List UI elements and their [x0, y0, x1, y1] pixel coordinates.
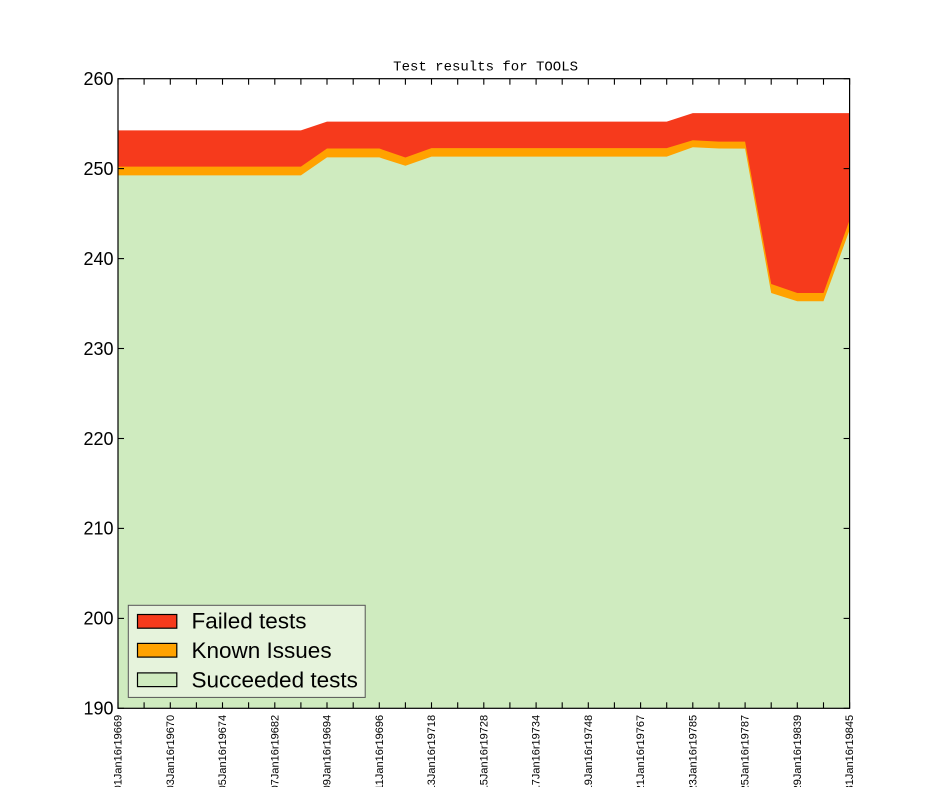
svg-text:21Jan16r19767: 21Jan16r19767	[635, 715, 647, 787]
svg-text:19Jan16r19748: 19Jan16r19748	[583, 715, 595, 787]
svg-text:240: 240	[83, 249, 113, 269]
svg-text:230: 230	[83, 339, 113, 359]
svg-text:190: 190	[83, 699, 113, 719]
svg-text:29Jan16r19839: 29Jan16r19839	[792, 715, 804, 787]
svg-text:13Jan16r19718: 13Jan16r19718	[426, 715, 438, 787]
svg-text:15Jan16r19728: 15Jan16r19728	[478, 715, 490, 787]
svg-text:25Jan16r19787: 25Jan16r19787	[740, 715, 752, 787]
svg-text:200: 200	[83, 609, 113, 629]
svg-text:09Jan16r19694: 09Jan16r19694	[322, 715, 334, 787]
svg-text:Failed tests: Failed tests	[192, 609, 307, 634]
svg-text:05Jan16r19674: 05Jan16r19674	[217, 715, 229, 787]
svg-text:Test results for TOOLS: Test results for TOOLS	[393, 60, 578, 76]
svg-text:23Jan16r19785: 23Jan16r19785	[687, 715, 699, 787]
svg-text:01Jan16r19669: 01Jan16r19669	[113, 715, 125, 787]
svg-text:07Jan16r19682: 07Jan16r19682	[269, 715, 281, 787]
svg-text:260: 260	[83, 69, 113, 89]
svg-text:11Jan16r19696: 11Jan16r19696	[374, 715, 386, 787]
svg-text:31Jan16r19845: 31Jan16r19845	[844, 715, 856, 787]
svg-text:Succeeded tests: Succeeded tests	[192, 667, 358, 692]
svg-text:210: 210	[83, 519, 113, 539]
svg-text:Known Issues: Known Issues	[192, 638, 332, 663]
svg-text:03Jan16r19670: 03Jan16r19670	[165, 715, 177, 787]
svg-text:17Jan16r19734: 17Jan16r19734	[531, 715, 543, 787]
svg-text:250: 250	[83, 159, 113, 179]
svg-text:220: 220	[83, 429, 113, 449]
